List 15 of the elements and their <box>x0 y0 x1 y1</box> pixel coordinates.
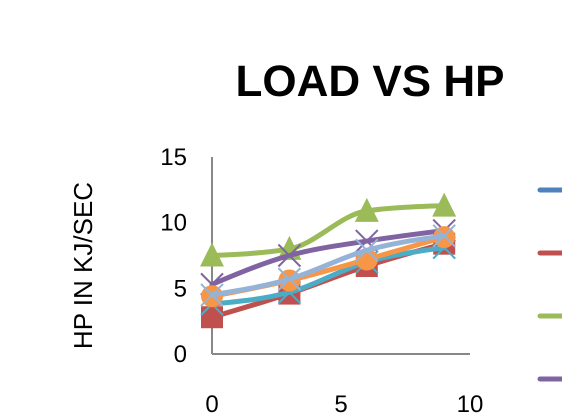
y-tick-label: 15 <box>160 144 187 171</box>
y-tick-label: 0 <box>174 341 187 368</box>
point <box>200 242 224 266</box>
point <box>432 192 456 217</box>
y-tick-label: 10 <box>160 210 187 237</box>
x-tick-label: 5 <box>334 391 348 413</box>
point <box>354 229 379 254</box>
x-tick-label: 10 <box>456 391 484 413</box>
chart-title: LOAD VS HP <box>236 57 504 106</box>
y-axis-title: HP IN KJ/SEC <box>68 182 98 350</box>
point <box>354 198 379 222</box>
y-tick-label: 5 <box>174 275 187 302</box>
point <box>354 238 379 262</box>
x-tick-label: 0 <box>205 391 219 413</box>
point <box>277 244 302 268</box>
